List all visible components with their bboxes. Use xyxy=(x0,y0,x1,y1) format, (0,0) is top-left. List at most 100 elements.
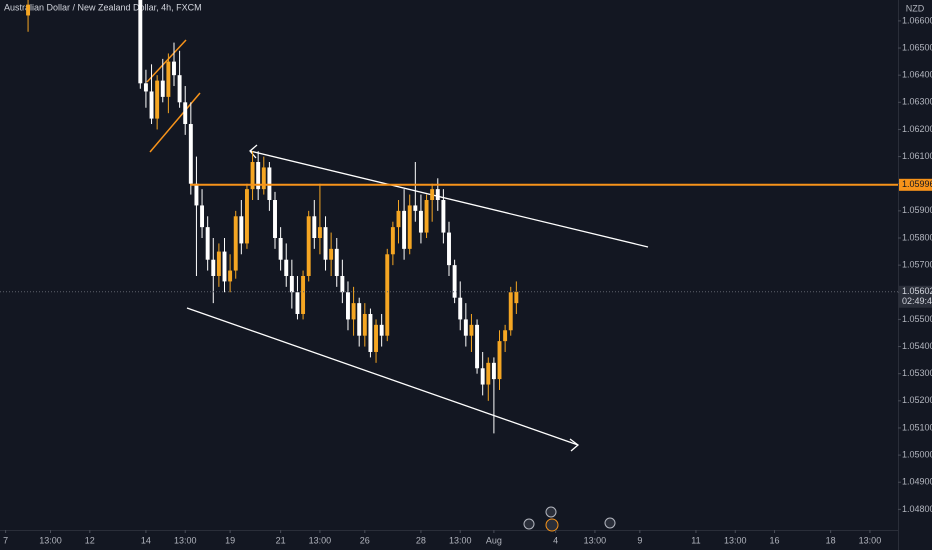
candle-body xyxy=(149,91,154,119)
countdown-label: 02:49:44 xyxy=(902,296,932,306)
candle-body xyxy=(239,216,244,244)
candle-body xyxy=(256,162,261,190)
x-tick-label: 9 xyxy=(637,535,642,545)
candle-body xyxy=(26,4,31,16)
candle-body xyxy=(486,362,491,385)
candle-body xyxy=(273,200,277,238)
candle-body xyxy=(306,216,311,276)
candle-body xyxy=(396,210,401,228)
x-tick-label: 13:00 xyxy=(859,535,882,545)
candle-body xyxy=(250,162,255,190)
level-label: 1.05996 xyxy=(902,179,932,189)
candle-body xyxy=(362,313,367,336)
candle-body xyxy=(160,80,165,97)
candle-body xyxy=(312,216,317,238)
candle-body xyxy=(430,189,435,201)
x-tick-label: 13:00 xyxy=(309,535,332,545)
y-tick-label: 1.06600 xyxy=(902,15,932,25)
candle-body xyxy=(166,61,171,97)
y-tick-label: 1.06300 xyxy=(902,97,932,107)
y-tick-label: 1.06100 xyxy=(902,151,932,161)
candle-body xyxy=(177,75,182,103)
candle-body xyxy=(435,189,440,201)
x-tick-label: 13:00 xyxy=(584,535,607,545)
x-tick-label: 12 xyxy=(85,535,95,545)
x-tick-label: 13:00 xyxy=(449,535,472,545)
y-tick-label: 1.05400 xyxy=(902,341,932,351)
candle-body xyxy=(475,324,480,369)
candle-body xyxy=(368,313,373,352)
candle-body xyxy=(379,324,384,336)
candle-body xyxy=(374,324,379,352)
chart-title: Australian Dollar / New Zealand Dollar, … xyxy=(4,2,202,12)
candle-body xyxy=(385,254,390,336)
candle-body xyxy=(407,205,412,249)
x-tick-label: 13:00 xyxy=(174,535,197,545)
candle-body xyxy=(413,205,418,211)
channel-lines xyxy=(146,39,201,153)
y-tick-label: 1.06200 xyxy=(902,124,932,134)
x-tick-label: 16 xyxy=(770,535,780,545)
x-tick-label: 11 xyxy=(691,535,700,545)
x-tick-label: 28 xyxy=(416,535,426,545)
candle-body xyxy=(222,251,227,282)
x-tick-label: 13:00 xyxy=(39,535,62,545)
x-tick-label: 14 xyxy=(141,535,151,545)
candle-body xyxy=(216,251,221,276)
x-tick-label: 7 xyxy=(3,535,8,545)
candle-body xyxy=(211,259,216,276)
candle-body xyxy=(261,167,266,190)
y-tick-label: 1.06500 xyxy=(902,42,932,52)
y-tick-label: 1.05200 xyxy=(902,395,932,405)
x-tick-label: Aug xyxy=(486,535,502,545)
x-tick-label: 18 xyxy=(826,535,836,545)
candle-body xyxy=(491,362,496,380)
candle-body xyxy=(503,330,508,342)
candle-body xyxy=(447,232,451,266)
candle-body xyxy=(317,227,322,238)
x-tick-label: 19 xyxy=(225,535,235,545)
candle-body xyxy=(267,167,272,201)
x-tick-label: 21 xyxy=(276,535,286,545)
last-price-label: 1.05602 xyxy=(902,286,932,296)
y-tick-label: 1.05700 xyxy=(902,260,932,270)
candle-body xyxy=(514,291,519,304)
candle-body xyxy=(402,210,407,249)
y-tick-label: 1.04800 xyxy=(902,504,932,514)
last-price-box xyxy=(899,285,932,308)
y-tick-label: 1.05300 xyxy=(902,368,932,378)
candle-body xyxy=(357,303,362,336)
candle-body xyxy=(452,265,457,298)
candle-body xyxy=(323,227,328,260)
candle-body xyxy=(497,341,502,380)
candle-body xyxy=(295,292,300,314)
candle-body xyxy=(424,200,429,233)
candle-body xyxy=(458,297,463,320)
candle-body xyxy=(233,216,238,271)
candle-body xyxy=(289,275,294,293)
y-tick-label: 1.04900 xyxy=(902,477,932,487)
candle-body xyxy=(390,227,395,255)
candle-body xyxy=(172,61,176,76)
candle-body xyxy=(183,102,188,125)
y-tick-label: 1.05100 xyxy=(902,422,932,432)
candle-body xyxy=(418,210,423,233)
candle-body xyxy=(200,205,205,228)
x-tick-label: 13:00 xyxy=(724,535,747,545)
candle-body xyxy=(334,248,339,276)
candle-body xyxy=(194,183,199,206)
candle-body xyxy=(441,200,446,233)
candle-body xyxy=(340,275,345,293)
candle-body xyxy=(138,0,143,84)
event-icons xyxy=(523,506,616,532)
candle-body xyxy=(469,324,474,336)
x-tick-label: 4 xyxy=(553,535,558,545)
y-tick-label: 1.06400 xyxy=(902,70,932,80)
candle-body xyxy=(301,275,306,314)
candle-body xyxy=(228,270,233,282)
candle-body xyxy=(463,319,468,336)
candle-body xyxy=(278,237,283,260)
y-tick-label: 1.05500 xyxy=(902,314,932,324)
